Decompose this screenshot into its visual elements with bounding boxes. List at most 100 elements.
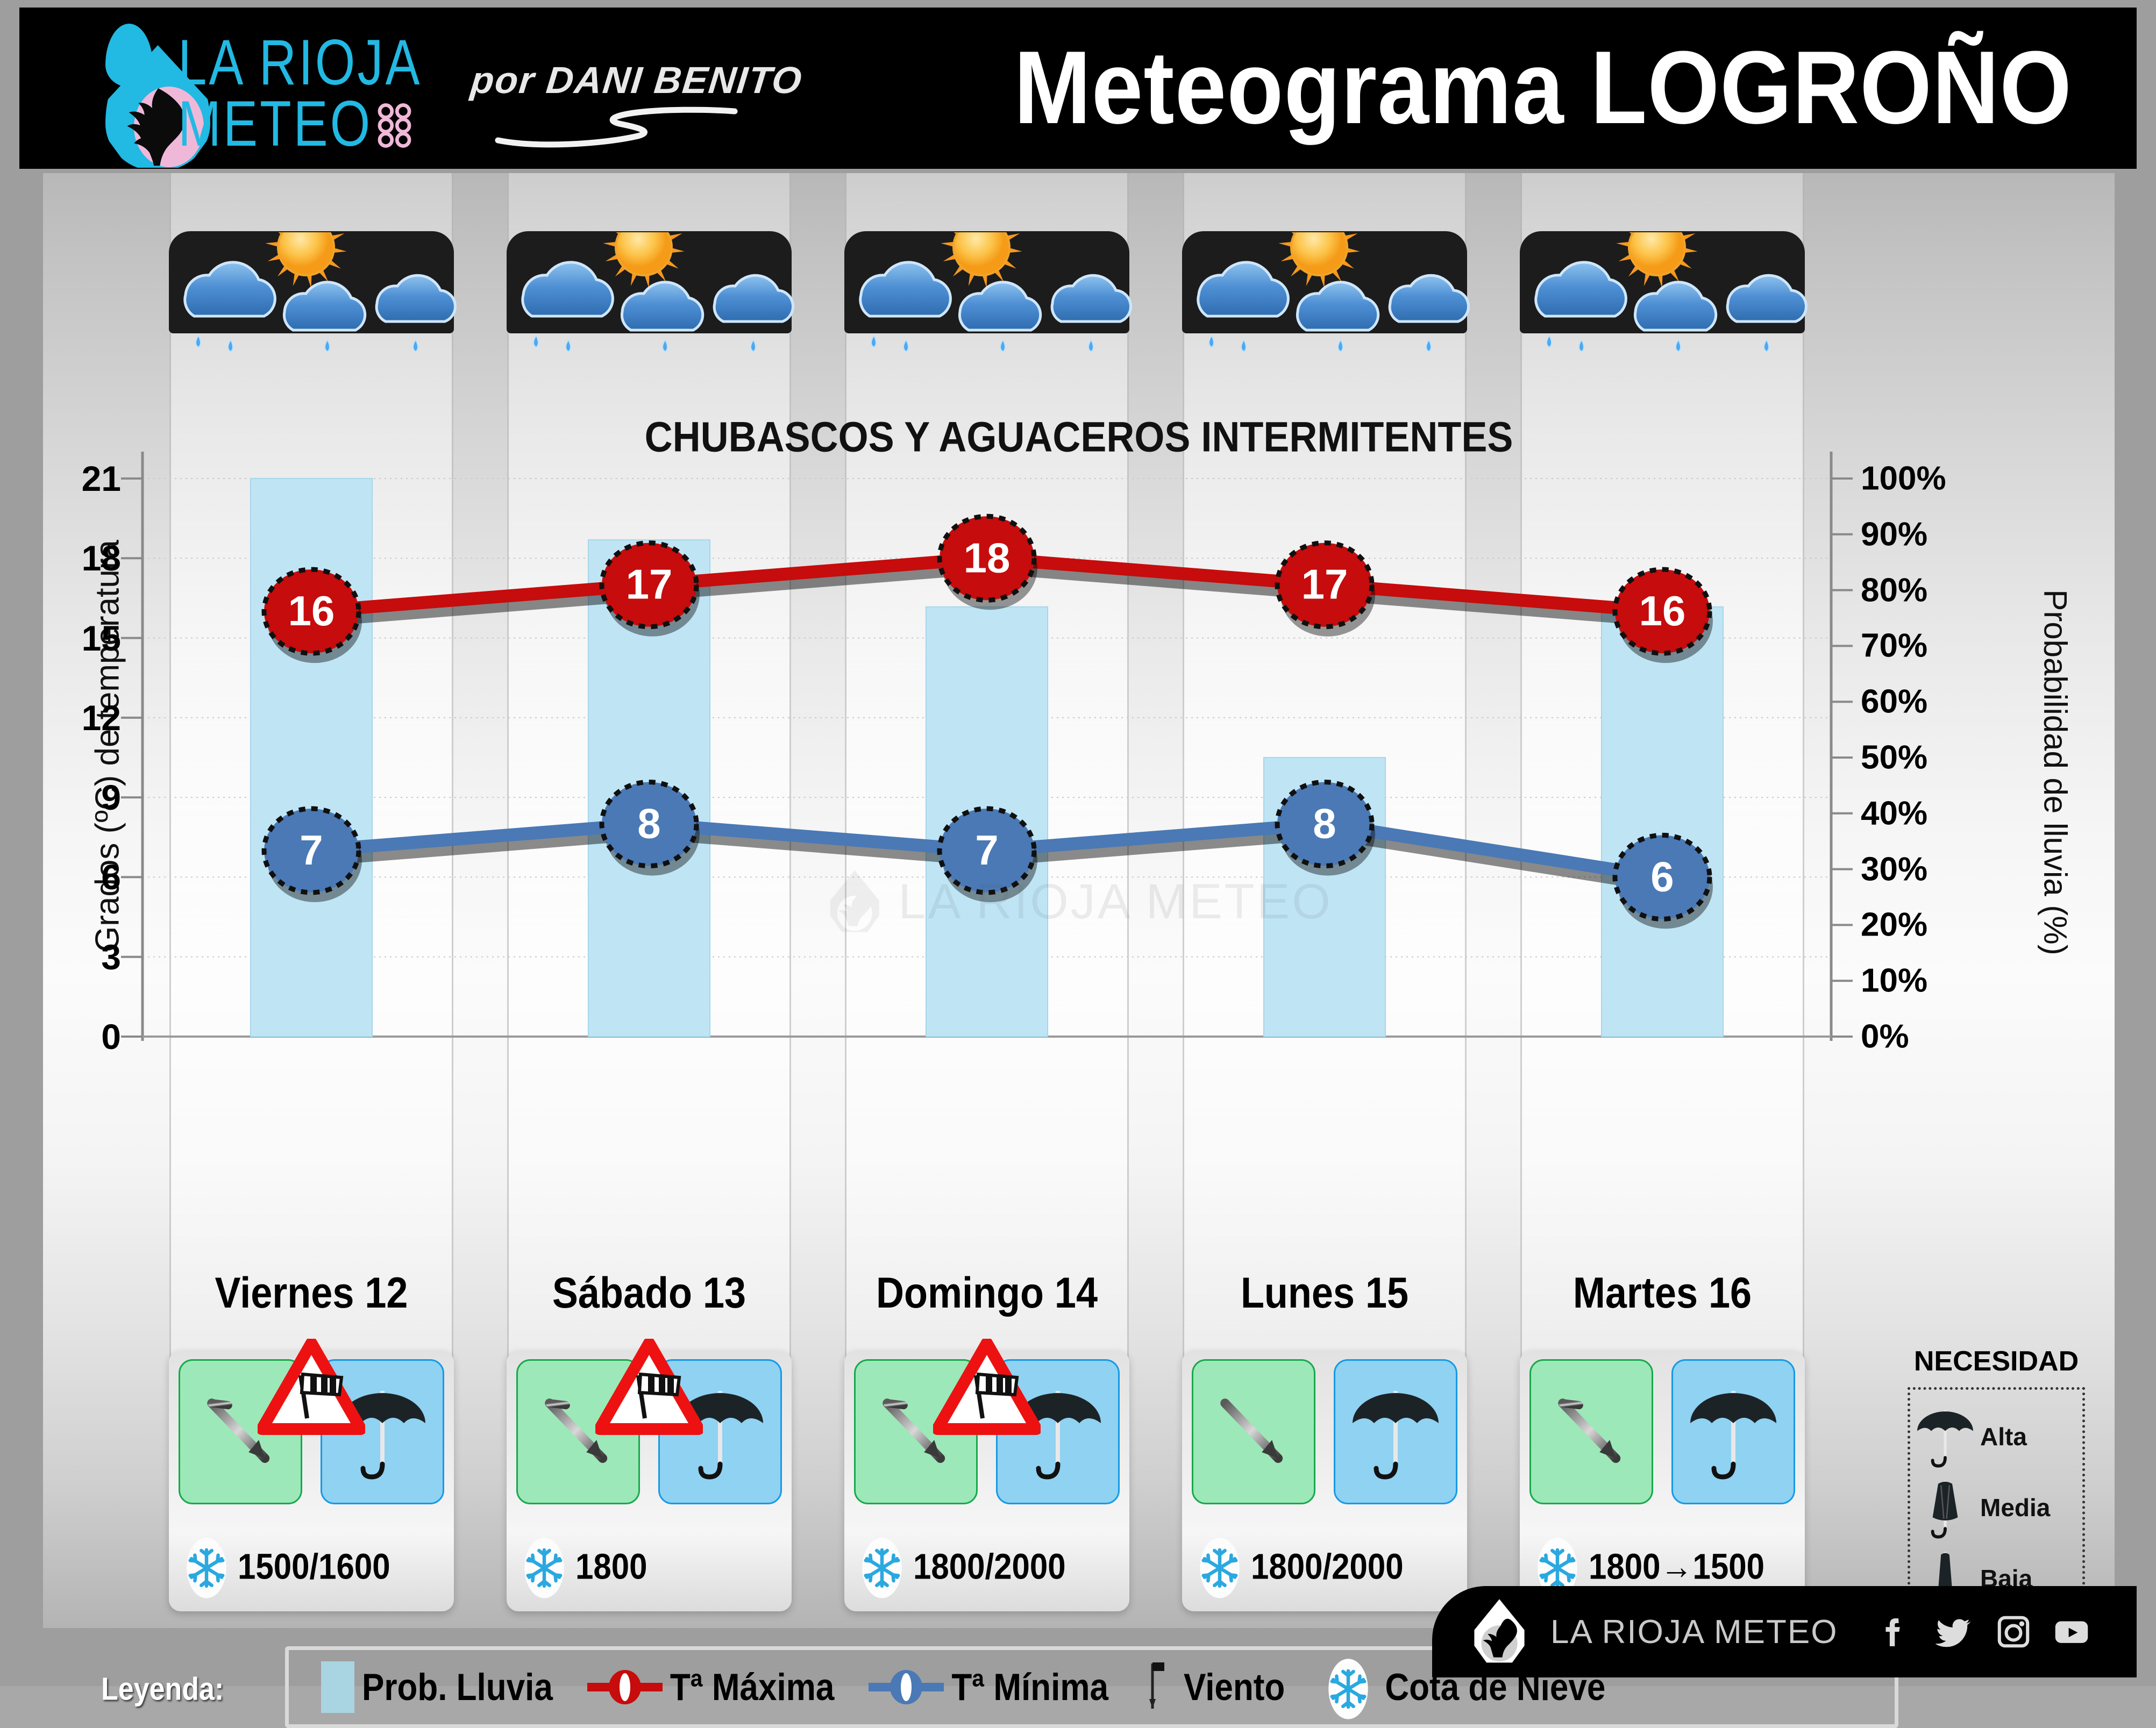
wind-warning-sign-icon (595, 1339, 703, 1435)
umbrella-half-closed-icon (1931, 1481, 1958, 1539)
umbrella-open-icon (666, 1378, 774, 1486)
snow-level-value: 1500/1600 (238, 1546, 390, 1587)
facebook-icon[interactable] (1877, 1612, 1917, 1652)
y-axis-left-tick-label: 0 (101, 1017, 121, 1056)
sun-behind-rain-cloud-icon (183, 232, 457, 353)
umbrella-open-icon (1680, 1378, 1787, 1486)
umbrella-open-icon (329, 1378, 436, 1486)
snow-level-value: 1800→1500 (1589, 1546, 1764, 1587)
legend-item: Tª Mínima (869, 1666, 1108, 1709)
snowflake-badge-icon (1538, 1538, 1577, 1598)
brand-logo: LA RIOJA METEO (54, 14, 442, 168)
snowflake-badge-icon (1191, 1536, 1249, 1598)
umbrella-open-icon (1690, 1391, 1776, 1480)
meteogram-poster: LA RIOJA METEO por DANI BENITO Meteogram… (19, 8, 2137, 1728)
sun-behind-rain-cloud-icon (1534, 232, 1808, 353)
instagram-icon[interactable] (1994, 1612, 2033, 1652)
twitter-icon[interactable] (1936, 1612, 1975, 1652)
y-axis-right-tick-label: 80% (1861, 572, 1928, 609)
day-label: Sábado 13 (552, 1269, 746, 1317)
footer-brand-name: LA RIOJA METEO (1550, 1613, 1838, 1651)
snow-level-value: 1800 (575, 1546, 647, 1587)
legend-item: Prob. Lluvia (321, 1661, 553, 1713)
necesidad-level-label: Alta (1980, 1423, 2027, 1451)
wind-barb-se-strong-icon (527, 1381, 629, 1483)
wind-barb-icon (883, 1398, 945, 1463)
sun-behind-rain-cloud-icon (859, 232, 1132, 353)
wind-barb-icon (207, 1398, 270, 1463)
y-axis-right-tick-label: 10% (1861, 962, 1928, 999)
y-axis-left-tick-label: 18 (81, 538, 121, 579)
day-detail-card: 1800/2000 (1182, 1351, 1467, 1611)
y-axis-right-tick-label: 100% (1861, 460, 1946, 497)
umbrella-half-closed-icon (1910, 1473, 1980, 1543)
logo-text-line2: METEO (178, 88, 373, 160)
umbrella-open-icon (677, 1391, 763, 1480)
snowflake-badge-icon (187, 1538, 226, 1598)
y-axis-right-title: Probabilidad de lluvia (%) (2037, 589, 2074, 955)
snow-level-row: 1800→1500 (1528, 1534, 1796, 1598)
youtube-icon[interactable] (2052, 1612, 2091, 1652)
snowflake-badge-icon (1319, 1657, 1377, 1719)
legend-label: Leyenda: (101, 1671, 224, 1708)
necesidad-row: Media (1910, 1473, 2088, 1543)
snowflake-badge-icon (524, 1538, 564, 1598)
necesidad-row: Alta (1910, 1402, 2088, 1472)
y-axis-right-tick-label: 40% (1861, 795, 1928, 832)
footer-social-icons (1877, 1612, 2091, 1652)
legend-item-label: Tª Mínima (951, 1666, 1108, 1709)
rain-pane (1671, 1359, 1795, 1504)
wind-barb-icon (1558, 1398, 1621, 1463)
page-title: Meteograma LOGROÑO (1014, 30, 2072, 146)
necesidad-legend: NECESIDAD Alta Media Baja (1894, 1345, 2098, 1614)
footer-bar: LA RIOJA METEO (1432, 1586, 2137, 1677)
y-axis-left-tick-label: 6 (101, 857, 121, 897)
snowflake-badge-icon (1200, 1538, 1240, 1598)
snowflake-badge-icon (862, 1538, 902, 1598)
snowflake-badge-icon (177, 1536, 236, 1598)
snowflake-badge-icon (853, 1536, 911, 1598)
y-axis-left-tick-label: 9 (101, 777, 121, 818)
snow-level-row: 1800/2000 (853, 1534, 1121, 1598)
umbrella-open-icon (1004, 1378, 1112, 1486)
footer-logo-icon (1474, 1599, 1525, 1663)
sun-behind-rain-cloud-icon (1197, 232, 1470, 353)
y-axis-left-tick-label: 12 (81, 697, 121, 738)
day-label: Martes 16 (1572, 1269, 1752, 1317)
wind-barb-se-strong-icon (189, 1381, 291, 1483)
wind-barb-se-light-icon (1202, 1381, 1305, 1483)
umbrella-open-icon (1917, 1410, 1973, 1468)
day-label: Lunes 15 (1240, 1269, 1409, 1317)
necesidad-level-label: Media (1980, 1494, 2051, 1522)
day-label: Domingo 14 (876, 1269, 1098, 1317)
y-axis-right-tick-label: 20% (1861, 906, 1928, 944)
day-detail-card: 1800/2000 (844, 1339, 1129, 1611)
y-axis-left-tick-label: 21 (81, 459, 121, 498)
snowflake-badge-icon (1528, 1536, 1586, 1598)
necesidad-title: NECESIDAD (1913, 1346, 2079, 1377)
wind-pane (1192, 1359, 1315, 1504)
wind-barb-icon (1149, 1662, 1164, 1709)
main-panel: CHUBASCOS Y AGUACEROS INTERMITENTES Grad… (43, 173, 2115, 1728)
snow-level-value: 1800/2000 (913, 1546, 1066, 1587)
sun-behind-rain-cloud-icon (521, 232, 794, 353)
y-axis-left-tick-label: 15 (81, 618, 121, 658)
legend-item-label: Viento (1183, 1666, 1285, 1709)
wind-barb-icon (1220, 1398, 1283, 1463)
snowflake-badge-icon (515, 1536, 573, 1598)
snow-level-row: 1500/1600 (177, 1534, 445, 1598)
umbrella-open-icon (1015, 1391, 1101, 1480)
day-detail-card: 1500/1600 (169, 1339, 454, 1611)
rain-pane (1334, 1359, 1457, 1504)
y-axis-right-tick-label: 30% (1861, 851, 1928, 888)
day-detail-card: 1800→1500 (1520, 1351, 1805, 1611)
wind-barb-icon (545, 1398, 608, 1463)
y-axis-right-tick-label: 70% (1861, 627, 1928, 665)
y-axis-right-tick-label: 60% (1861, 683, 1928, 720)
wind-barb-se-strong-icon (865, 1381, 967, 1483)
umbrella-open-icon (1342, 1378, 1449, 1486)
wind-warning-sign-icon (933, 1339, 1041, 1435)
legend-item-label: Tª Máxima (670, 1666, 835, 1709)
logo-flower-dots-icon (378, 103, 411, 148)
y-axis-left-tick-label: 3 (101, 937, 121, 977)
